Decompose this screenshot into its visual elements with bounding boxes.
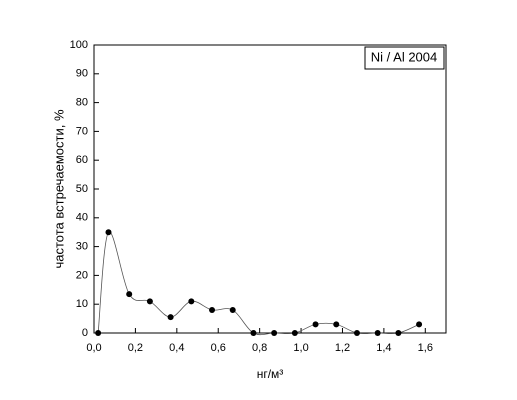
data-point xyxy=(209,306,216,313)
fit-line xyxy=(97,231,420,336)
x-tick-label: 1,4 xyxy=(376,342,391,354)
data-point xyxy=(312,321,319,328)
data-point xyxy=(374,330,381,336)
data-point xyxy=(188,298,195,305)
data-point xyxy=(416,321,423,328)
y-tick-label: 90 xyxy=(76,68,88,80)
data-point xyxy=(271,330,278,336)
data-point xyxy=(353,330,360,336)
data-point xyxy=(146,298,153,305)
data-point xyxy=(291,330,298,336)
x-tick-label: 0,2 xyxy=(128,342,143,354)
y-axis-label: частота встречаемости, % xyxy=(51,109,66,268)
y-tick-label: 70 xyxy=(76,125,88,137)
annotation: Ni / Al 2004 xyxy=(371,49,438,64)
x-tick-label: 0,6 xyxy=(211,342,226,354)
data-point xyxy=(95,330,102,336)
y-tick-label: 80 xyxy=(76,97,88,109)
data-point xyxy=(167,314,174,321)
y-tick-label: 100 xyxy=(70,39,88,51)
data-point xyxy=(395,330,402,336)
data-point xyxy=(105,229,112,236)
x-tick-label: 1,0 xyxy=(293,342,308,354)
y-tick-label: 30 xyxy=(76,241,88,253)
y-tick-label: 0 xyxy=(82,327,88,339)
data-point xyxy=(229,306,236,313)
data-point xyxy=(126,291,133,298)
x-tick-label: 1,6 xyxy=(418,342,433,354)
y-tick-label: 10 xyxy=(76,298,88,310)
data-point xyxy=(250,330,257,336)
y-tick-label: 40 xyxy=(76,212,88,224)
y-tick-label: 20 xyxy=(76,269,88,281)
x-tick-label: 0,0 xyxy=(86,342,101,354)
plot-frame xyxy=(93,44,447,334)
y-tick-label: 60 xyxy=(76,154,88,166)
x-axis-label: нг/м³ xyxy=(257,367,284,381)
x-tick-label: 0,4 xyxy=(169,342,184,354)
y-tick-label: 50 xyxy=(76,183,88,195)
x-tick-label: 1,2 xyxy=(335,342,350,354)
x-tick-label: 0,8 xyxy=(252,342,267,354)
data-point xyxy=(333,321,340,328)
annotation-box xyxy=(364,46,445,70)
